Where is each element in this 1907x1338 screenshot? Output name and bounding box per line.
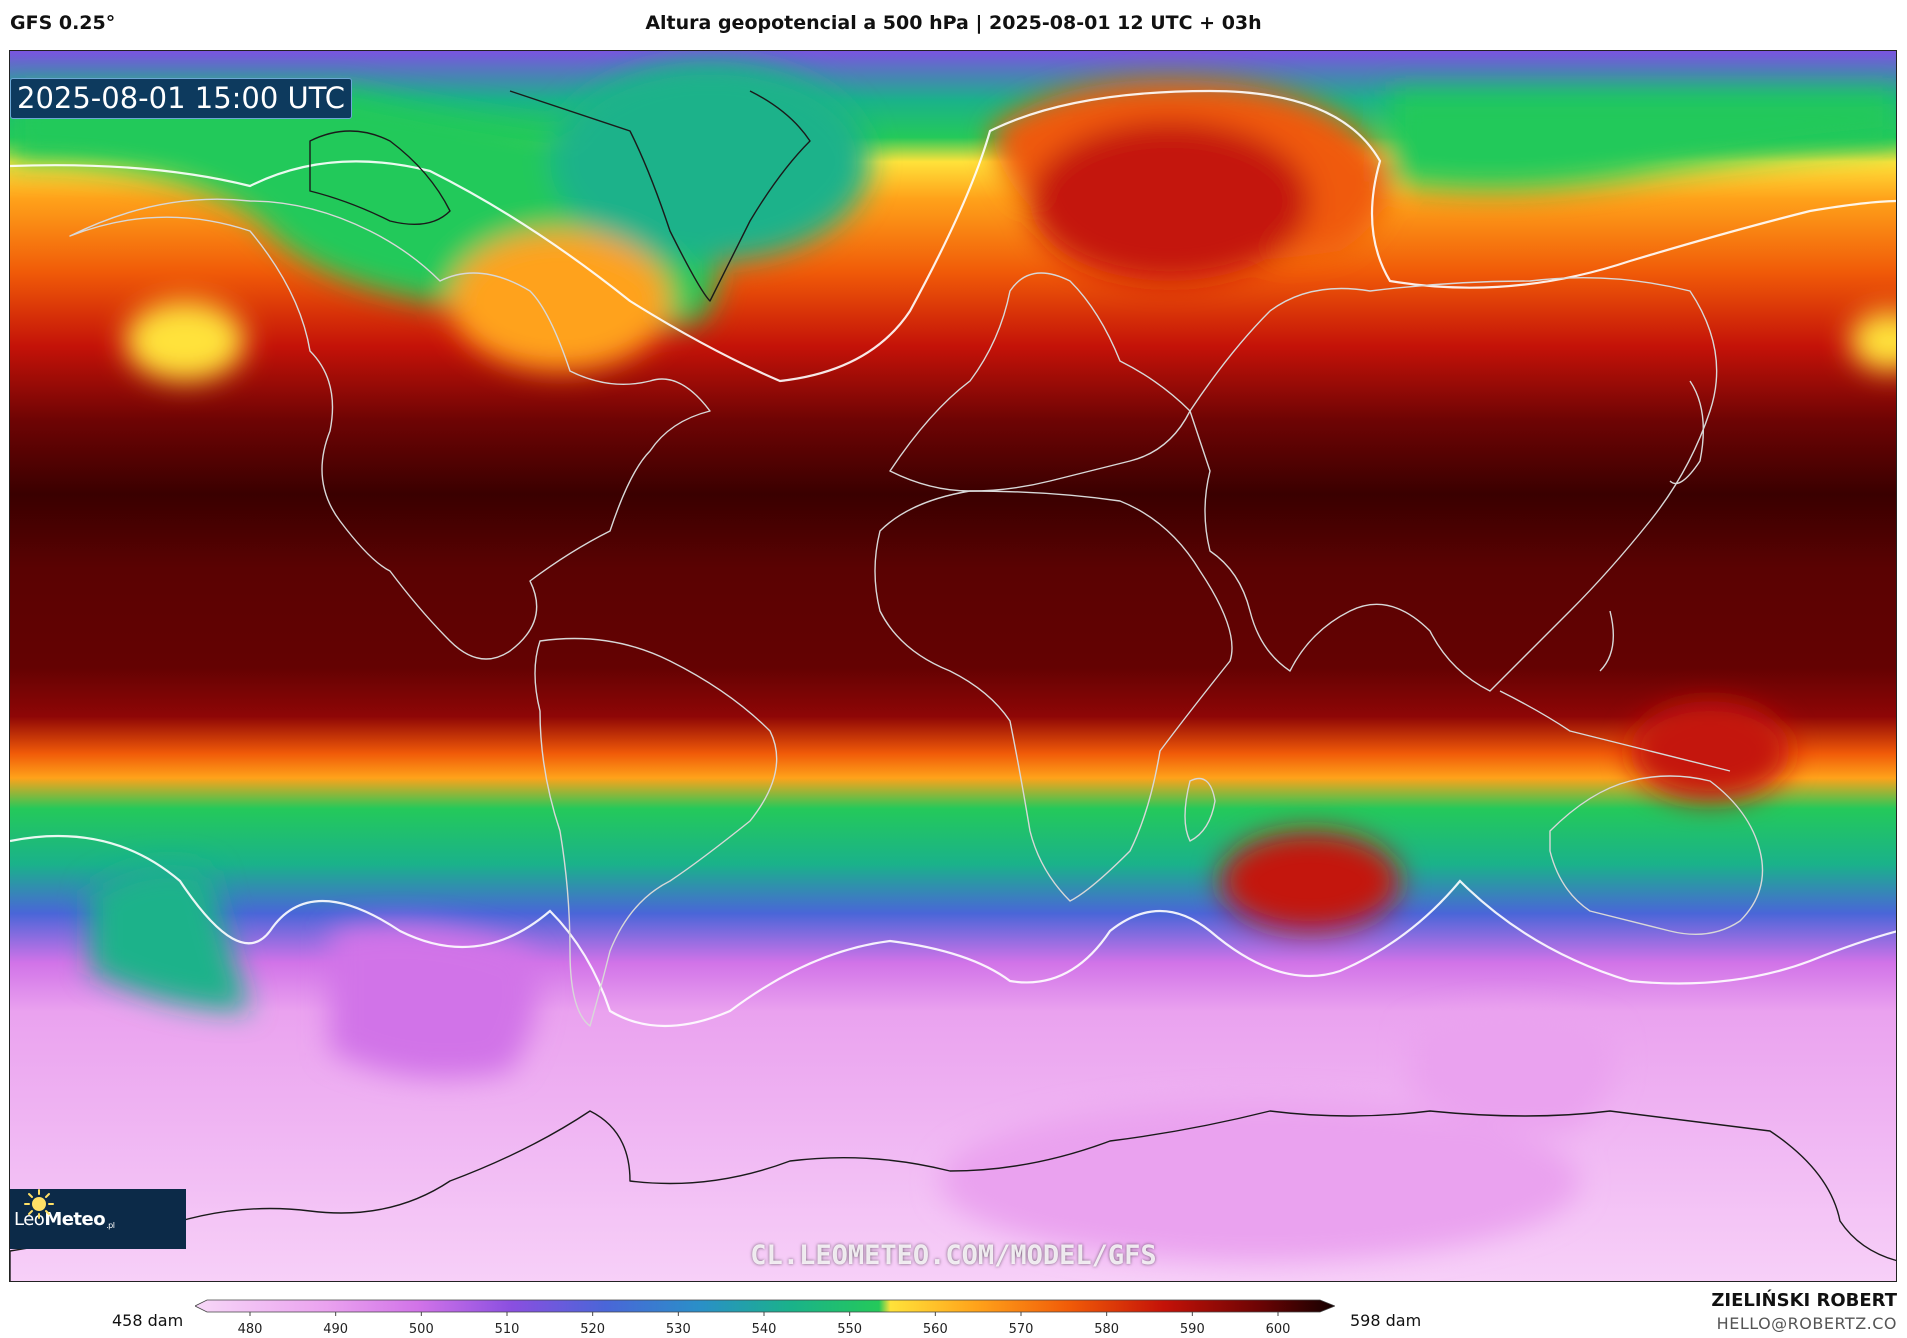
colorbar-ramp (195, 1299, 1335, 1313)
colorbar-tick-label: 570 (1009, 1322, 1034, 1337)
field-map-svg (10, 51, 1896, 1281)
leometeo-logo: LeoMeteo.pl (10, 1189, 186, 1249)
colorbar-tick-label: 600 (1266, 1322, 1291, 1337)
colorbar-max-label: 598 dam (1350, 1311, 1422, 1330)
colorbar-tick-label: 590 (1180, 1322, 1205, 1337)
logo-name-light: Leo (14, 1208, 45, 1230)
colorbar-tick-label: 560 (923, 1322, 948, 1337)
colorbar-tick-label: 530 (666, 1322, 691, 1337)
logo-text: LeoMeteo.pl (14, 1208, 115, 1230)
colorbar-tick-label: 580 (1094, 1322, 1119, 1337)
colorbar-tick-label: 520 (580, 1322, 605, 1337)
sun-icon (24, 1189, 54, 1219)
colorbar-min-label: 458 dam (112, 1311, 184, 1330)
map-title: Altura geopotencial a 500 hPa | 2025-08-… (645, 12, 1262, 34)
colorbar-tick-label: 490 (323, 1322, 348, 1337)
model-label: GFS 0.25° (10, 12, 116, 34)
coastlines (10, 90, 1896, 1281)
colorbar-tick-label: 510 (495, 1322, 520, 1337)
author-email: HELLO@ROBERTZ.CO (1716, 1314, 1897, 1333)
geopotential-map: 2025-08-01 15:00 UTC LeoMeteo.pl (9, 50, 1897, 1282)
colorbar-tick-label: 480 (238, 1322, 263, 1337)
colorbar-tick-label: 550 (837, 1322, 862, 1337)
colorbar-tick-label: 540 (752, 1322, 777, 1337)
logo-name-bold: Meteo (44, 1208, 106, 1230)
source-watermark: CL.LEOMETEO.COM/MODEL/GFS (750, 1240, 1157, 1271)
colorbar-tick-label: 500 (409, 1322, 434, 1337)
colorbar-ticks: 480 490 500 510 520 530 540 550 560 570 580 590 600 (238, 1312, 1291, 1337)
colorbar: 480 490 500 510 520 530 540 550 560 570 580 590 600 (195, 1299, 1335, 1337)
valid-time-badge: 2025-08-01 15:00 UTC (10, 78, 353, 119)
author-name: ZIELIŃSKI ROBERT (1711, 1290, 1897, 1311)
logo-suffix: .pl (106, 1220, 115, 1230)
